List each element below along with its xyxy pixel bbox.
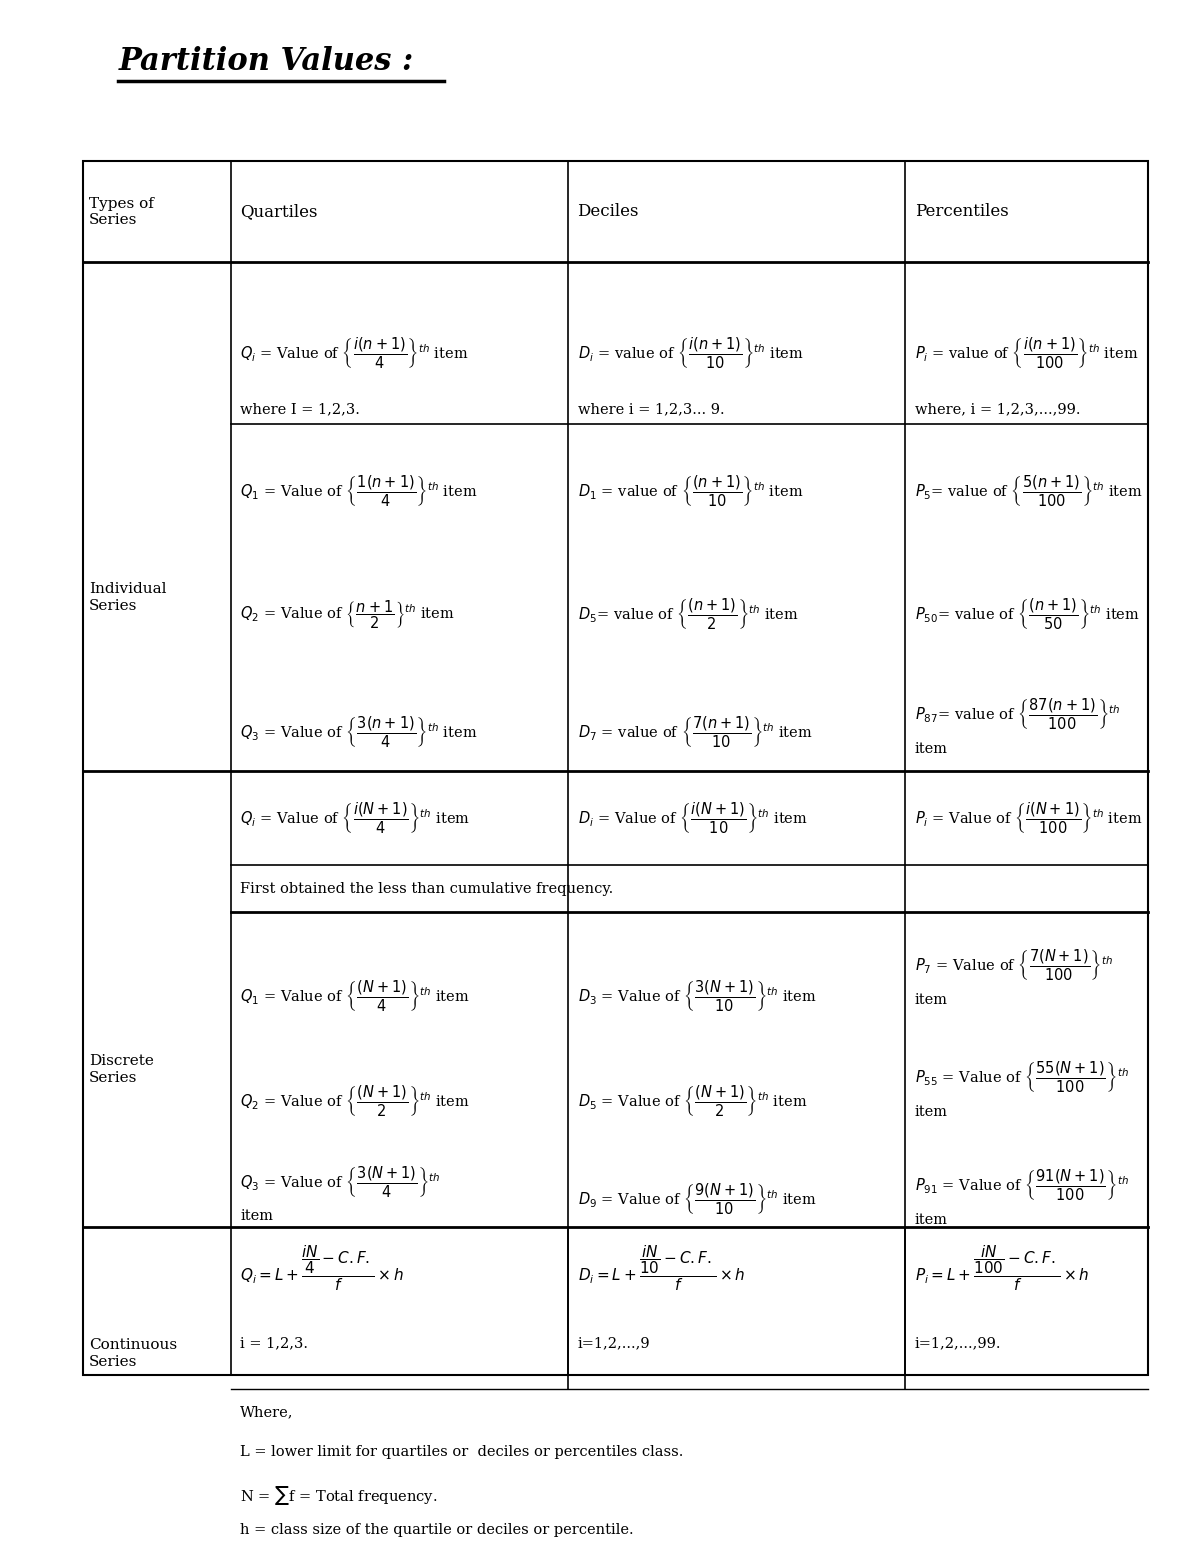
Text: N = $\sum$f = Total frequency.: N = $\sum$f = Total frequency.: [240, 1485, 438, 1506]
Text: $D_9$ = Value of $\left\{\dfrac{9(N+1)}{10}\right\}^{th}$ item: $D_9$ = Value of $\left\{\dfrac{9(N+1)}{…: [577, 1182, 816, 1218]
Text: Discrete
Series: Discrete Series: [89, 1054, 154, 1084]
Text: Percentiles: Percentiles: [914, 203, 1008, 221]
Text: First obtained the less than cumulative frequency.: First obtained the less than cumulative …: [240, 882, 613, 896]
Text: $Q_1$ = Value of $\left\{\dfrac{(N+1)}{4}\right\}^{th}$ item: $Q_1$ = Value of $\left\{\dfrac{(N+1)}{4…: [240, 978, 470, 1014]
Text: $D_i$ = value of $\left\{\dfrac{i(n+1)}{10}\right\}^{th}$ item: $D_i$ = value of $\left\{\dfrac{i(n+1)}{…: [577, 335, 803, 371]
Text: $P_5$= value of $\left\{\dfrac{5(n+1)}{100}\right\}^{th}$ item: $P_5$= value of $\left\{\dfrac{5(n+1)}{1…: [914, 474, 1142, 509]
Text: $P_{50}$= value of $\left\{\dfrac{(n+1)}{50}\right\}^{th}$ item: $P_{50}$= value of $\left\{\dfrac{(n+1)}…: [914, 596, 1140, 632]
Text: where, i = 1,2,3,...,99.: where, i = 1,2,3,...,99.: [914, 402, 1080, 416]
Text: $P_i$ = Value of $\left\{\dfrac{i(N+1)}{100}\right\}^{th}$ item: $P_i$ = Value of $\left\{\dfrac{i(N+1)}{…: [914, 801, 1142, 836]
Text: $D_5$= value of $\left\{\dfrac{(n+1)}{2}\right\}^{th}$ item: $D_5$= value of $\left\{\dfrac{(n+1)}{2}…: [577, 596, 798, 632]
Text: $D_7$ = value of $\left\{\dfrac{7(n+1)}{10}\right\}^{th}$ item: $D_7$ = value of $\left\{\dfrac{7(n+1)}{…: [577, 714, 812, 750]
Text: $D_1$ = value of $\left\{\dfrac{(n+1)}{10}\right\}^{th}$ item: $D_1$ = value of $\left\{\dfrac{(n+1)}{1…: [577, 474, 803, 509]
Text: $P_i$ = value of $\left\{\dfrac{i(n+1)}{100}\right\}^{th}$ item: $P_i$ = value of $\left\{\dfrac{i(n+1)}{…: [914, 335, 1139, 371]
Text: item: item: [914, 1106, 948, 1120]
Text: item: item: [914, 992, 948, 1006]
Text: Types of
Series: Types of Series: [89, 197, 154, 227]
Text: $P_i = L + \dfrac{\dfrac{iN}{100} - C.F.}{f} \times h$: $P_i = L + \dfrac{\dfrac{iN}{100} - C.F.…: [914, 1244, 1090, 1294]
Text: $P_{91}$ = Value of $\left\{\dfrac{91(N+1)}{100}\right\}^{th}$: $P_{91}$ = Value of $\left\{\dfrac{91(N+…: [914, 1168, 1129, 1204]
Text: $Q_i = L + \dfrac{\dfrac{iN}{4} - C.F.}{f} \times h$: $Q_i = L + \dfrac{\dfrac{iN}{4} - C.F.}{…: [240, 1244, 404, 1294]
Text: $Q_3$ = Value of $\left\{\dfrac{3(n+1)}{4}\right\}^{th}$ item: $Q_3$ = Value of $\left\{\dfrac{3(n+1)}{…: [240, 714, 478, 750]
Text: Deciles: Deciles: [577, 203, 640, 221]
Text: $D_3$ = Value of $\left\{\dfrac{3(N+1)}{10}\right\}^{th}$ item: $D_3$ = Value of $\left\{\dfrac{3(N+1)}{…: [577, 978, 816, 1014]
Text: Partition Values :: Partition Values :: [119, 47, 414, 78]
Text: $D_i$ = Value of $\left\{\dfrac{i(N+1)}{10}\right\}^{th}$ item: $D_i$ = Value of $\left\{\dfrac{i(N+1)}{…: [577, 801, 808, 836]
Text: Continuous
Series: Continuous Series: [89, 1339, 176, 1368]
Text: i = 1,2,3.: i = 1,2,3.: [240, 1336, 308, 1350]
Text: $Q_1$ = Value of $\left\{\dfrac{1(n+1)}{4}\right\}^{th}$ item: $Q_1$ = Value of $\left\{\dfrac{1(n+1)}{…: [240, 474, 478, 509]
Bar: [83, 162, 1148, 1374]
Text: where i = 1,2,3... 9.: where i = 1,2,3... 9.: [577, 402, 724, 416]
Text: Individual
Series: Individual Series: [89, 582, 167, 612]
Text: item: item: [914, 1213, 948, 1227]
Text: $D_i = L + \dfrac{\dfrac{iN}{10} - C.F.}{f} \times h$: $D_i = L + \dfrac{\dfrac{iN}{10} - C.F.}…: [577, 1244, 745, 1294]
Text: $P_{87}$= value of $\left\{\dfrac{87(n+1)}{100}\right\}^{th}$: $P_{87}$= value of $\left\{\dfrac{87(n+1…: [914, 696, 1120, 731]
Text: $D_5$ = Value of $\left\{\dfrac{(N+1)}{2}\right\}^{th}$ item: $D_5$ = Value of $\left\{\dfrac{(N+1)}{2…: [577, 1084, 806, 1118]
Text: $P_7$ = Value of $\left\{\dfrac{7(N+1)}{100}\right\}^{th}$: $P_7$ = Value of $\left\{\dfrac{7(N+1)}{…: [914, 947, 1112, 983]
Text: $Q_3$ = Value of $\left\{\dfrac{3(N+1)}{4}\right\}^{th}$: $Q_3$ = Value of $\left\{\dfrac{3(N+1)}{…: [240, 1165, 440, 1200]
Text: L = lower limit for quartiles or  deciles or percentiles class.: L = lower limit for quartiles or deciles…: [240, 1444, 684, 1458]
Text: i=1,2,...,9: i=1,2,...,9: [577, 1336, 650, 1350]
Text: i=1,2,...,99.: i=1,2,...,99.: [914, 1336, 1001, 1350]
Text: h = class size of the quartile or deciles or percentile.: h = class size of the quartile or decile…: [240, 1523, 634, 1537]
Text: $Q_i$ = Value of $\left\{\dfrac{i(N+1)}{4}\right\}^{th}$ item: $Q_i$ = Value of $\left\{\dfrac{i(N+1)}{…: [240, 801, 470, 836]
Text: where I = 1,2,3.: where I = 1,2,3.: [240, 402, 360, 416]
Text: item: item: [240, 1210, 274, 1224]
Text: item: item: [914, 742, 948, 756]
Text: $P_{55}$ = Value of $\left\{\dfrac{55(N+1)}{100}\right\}^{th}$: $P_{55}$ = Value of $\left\{\dfrac{55(N+…: [914, 1059, 1129, 1095]
Text: $Q_2$ = Value of $\left\{\dfrac{(N+1)}{2}\right\}^{th}$ item: $Q_2$ = Value of $\left\{\dfrac{(N+1)}{2…: [240, 1084, 470, 1118]
Text: $Q_2$ = Value of $\left\{\dfrac{n+1}{2}\right\}^{th}$ item: $Q_2$ = Value of $\left\{\dfrac{n+1}{2}\…: [240, 598, 455, 631]
Text: Quartiles: Quartiles: [240, 203, 318, 221]
Text: Where,: Where,: [240, 1405, 294, 1419]
Text: $Q_i$ = Value of $\left\{\dfrac{i(n+1)}{4}\right\}^{th}$ item: $Q_i$ = Value of $\left\{\dfrac{i(n+1)}{…: [240, 335, 469, 371]
